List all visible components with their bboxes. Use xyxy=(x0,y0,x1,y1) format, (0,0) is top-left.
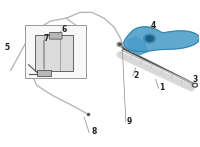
FancyBboxPatch shape xyxy=(25,25,86,78)
Text: 4: 4 xyxy=(151,21,156,30)
Circle shape xyxy=(117,42,123,47)
FancyBboxPatch shape xyxy=(37,70,51,76)
Text: 8: 8 xyxy=(91,127,96,136)
Text: 7: 7 xyxy=(43,34,49,44)
FancyBboxPatch shape xyxy=(35,35,73,71)
Circle shape xyxy=(118,43,121,46)
Text: 6: 6 xyxy=(61,25,67,34)
Text: 1: 1 xyxy=(160,83,165,92)
Text: 3: 3 xyxy=(192,75,198,84)
Text: 5: 5 xyxy=(5,43,10,52)
Polygon shape xyxy=(128,37,148,55)
FancyBboxPatch shape xyxy=(50,32,62,39)
Polygon shape xyxy=(124,27,199,52)
Circle shape xyxy=(146,36,153,41)
Circle shape xyxy=(144,34,156,43)
Text: 2: 2 xyxy=(134,71,139,80)
Text: 9: 9 xyxy=(127,117,132,126)
